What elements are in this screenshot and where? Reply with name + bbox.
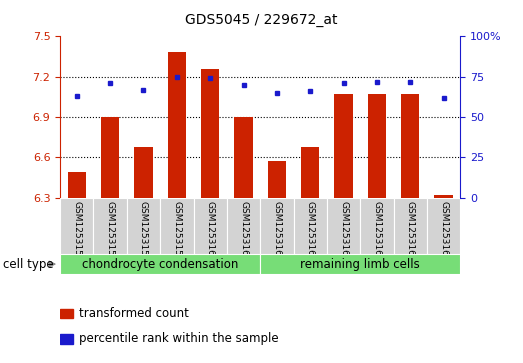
Bar (334, 94, 353, 198)
Text: cell type: cell type (3, 258, 53, 270)
Bar (435, 195, 453, 198)
Bar (268, 162, 286, 198)
Bar (168, 52, 186, 198)
Bar (293, 198, 327, 254)
Bar (101, 117, 119, 198)
Text: GDS5045 / 229672_at: GDS5045 / 229672_at (185, 13, 338, 27)
Text: GSM1253162: GSM1253162 (272, 201, 281, 261)
Text: remaining limb cells: remaining limb cells (300, 258, 420, 270)
Bar (368, 94, 386, 198)
Text: transformed count: transformed count (79, 307, 189, 320)
Bar (327, 198, 360, 254)
Bar (94, 198, 127, 254)
Bar (401, 94, 419, 198)
Bar (301, 147, 320, 198)
Text: GSM1253167: GSM1253167 (439, 201, 448, 261)
Bar (134, 147, 153, 198)
Bar (60, 309, 73, 318)
Bar (394, 198, 427, 254)
Bar (60, 254, 260, 274)
Bar (127, 198, 160, 254)
Text: GSM1253159: GSM1253159 (173, 201, 181, 261)
Bar (194, 198, 227, 254)
Bar (60, 198, 94, 254)
Text: GSM1253160: GSM1253160 (206, 201, 214, 261)
Bar (360, 198, 393, 254)
Bar (201, 69, 219, 198)
Text: GSM1253165: GSM1253165 (372, 201, 381, 261)
Text: GSM1253163: GSM1253163 (306, 201, 315, 261)
Bar (160, 198, 194, 254)
Text: GSM1253166: GSM1253166 (406, 201, 415, 261)
Text: GSM1253156: GSM1253156 (72, 201, 81, 261)
Bar (60, 334, 73, 344)
Bar (260, 254, 460, 274)
Text: percentile rank within the sample: percentile rank within the sample (79, 333, 279, 346)
Bar (427, 198, 460, 254)
Bar (227, 198, 260, 254)
Text: GSM1253164: GSM1253164 (339, 201, 348, 261)
Text: GSM1253158: GSM1253158 (139, 201, 148, 261)
Bar (260, 198, 293, 254)
Bar (67, 172, 86, 198)
Bar (234, 117, 253, 198)
Text: chondrocyte condensation: chondrocyte condensation (82, 258, 238, 270)
Text: GSM1253157: GSM1253157 (106, 201, 115, 261)
Text: GSM1253161: GSM1253161 (239, 201, 248, 261)
